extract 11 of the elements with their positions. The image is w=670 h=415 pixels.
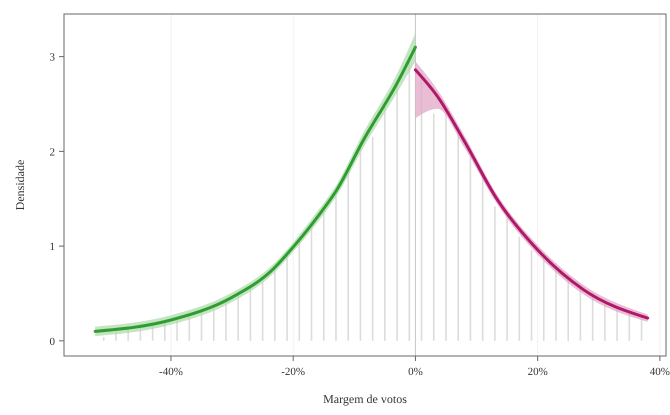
x-axis-title: Margem de votos (323, 392, 408, 406)
x-tick-label: 20% (528, 366, 548, 378)
y-axis-title: Densidade (13, 160, 27, 210)
y-tick-label: 3 (50, 52, 56, 64)
x-tick-label: 0% (408, 366, 423, 378)
x-tick-label: -20% (281, 366, 306, 378)
x-tick-label: 40% (650, 366, 670, 378)
y-tick-label: 0 (50, 336, 56, 348)
y-tick-label: 2 (50, 146, 55, 158)
y-tick-label: 1 (50, 241, 55, 254)
x-tick-label: -40% (159, 366, 183, 378)
